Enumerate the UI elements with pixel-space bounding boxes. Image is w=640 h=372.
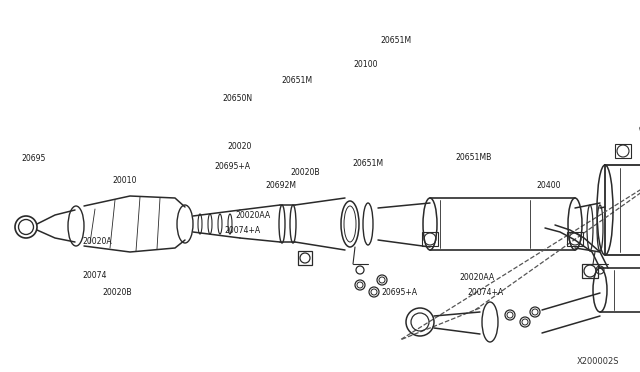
Text: 20020AA: 20020AA xyxy=(236,211,271,220)
Bar xyxy=(422,232,438,246)
Text: 20020B: 20020B xyxy=(290,168,319,177)
Text: 20074+A: 20074+A xyxy=(467,288,503,297)
Text: 20100: 20100 xyxy=(353,60,378,69)
Text: 20074+A: 20074+A xyxy=(224,226,260,235)
Text: 20651M: 20651M xyxy=(380,36,412,45)
Bar xyxy=(615,144,631,158)
Text: 20695+A: 20695+A xyxy=(214,162,250,171)
Bar xyxy=(582,264,598,278)
Text: 20020A: 20020A xyxy=(82,237,111,246)
Text: X200002S: X200002S xyxy=(577,357,620,366)
Text: 20692M: 20692M xyxy=(266,181,296,190)
Text: 20400: 20400 xyxy=(536,181,561,190)
Text: 20020: 20020 xyxy=(227,142,252,151)
Text: 20695: 20695 xyxy=(21,154,45,163)
Bar xyxy=(298,251,312,265)
Text: 20010: 20010 xyxy=(113,176,137,185)
Text: 20651M: 20651M xyxy=(282,76,313,85)
Text: 20074: 20074 xyxy=(82,271,106,280)
Text: 20650N: 20650N xyxy=(223,94,253,103)
Bar xyxy=(567,232,583,246)
Text: 20020AA: 20020AA xyxy=(460,273,495,282)
Text: 20695+A: 20695+A xyxy=(381,288,417,296)
Text: 20651M: 20651M xyxy=(352,159,383,168)
Text: 20651MB: 20651MB xyxy=(456,153,492,162)
Text: 20020B: 20020B xyxy=(102,288,132,297)
